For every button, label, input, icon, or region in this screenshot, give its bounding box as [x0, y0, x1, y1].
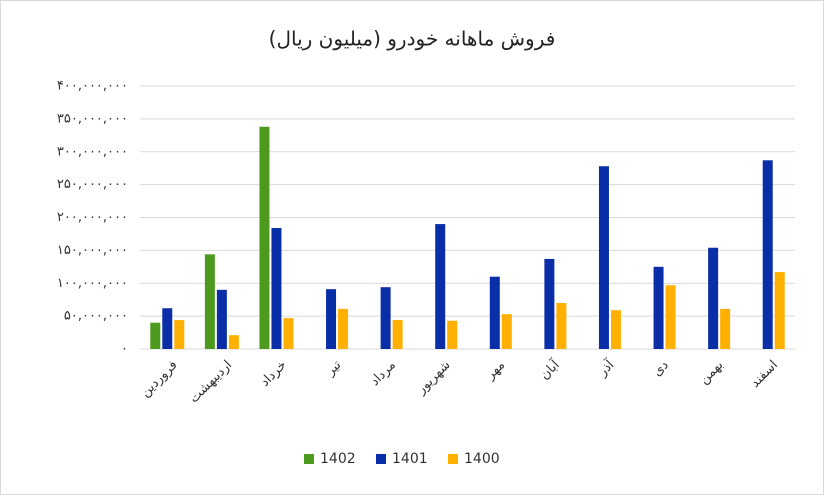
bar: [174, 320, 185, 349]
bar: [216, 289, 227, 349]
y-tick-label: ۲۵۰,۰۰۰,۰۰۰: [57, 177, 128, 192]
bar: [435, 224, 446, 349]
y-tick-label: ۵۰,۰۰۰,۰۰۰: [64, 309, 128, 324]
bar: [326, 289, 337, 349]
legend-label: 1402: [320, 451, 356, 467]
bar: [720, 308, 731, 349]
y-tick-label: ۱۵۰,۰۰۰,۰۰۰: [57, 243, 128, 258]
y-tick-label: ۴۰۰,۰۰۰,۰۰۰: [57, 79, 128, 94]
bar: [610, 310, 621, 349]
y-tick-label: ۳۵۰,۰۰۰,۰۰۰: [57, 111, 128, 126]
bar: [489, 276, 500, 349]
bar: [762, 160, 773, 349]
y-tick-label: ۲۰۰,۰۰۰,۰۰۰: [57, 210, 128, 225]
bar: [150, 322, 161, 349]
bar: [228, 335, 239, 349]
legend-label: 1401: [392, 451, 428, 467]
bar: [392, 320, 403, 349]
bar: [271, 228, 282, 349]
bar: [259, 126, 270, 349]
bar: [501, 314, 512, 349]
y-tick-label: ۳۰۰,۰۰۰,۰۰۰: [57, 144, 128, 159]
y-tick-label: ۰: [121, 342, 128, 357]
chart-title: فروش ماهانه خودرو (میلیون ریال): [269, 27, 556, 51]
bar: [380, 287, 391, 349]
legend-label: 1400: [464, 451, 500, 467]
bar: [447, 320, 458, 349]
legend-swatch: [448, 454, 458, 464]
bar: [653, 266, 664, 349]
bar: [665, 285, 676, 349]
bar: [774, 272, 785, 349]
bar: [204, 254, 215, 349]
bar: [283, 318, 294, 349]
bar: [708, 247, 719, 349]
legend-swatch: [376, 454, 386, 464]
bar: [598, 166, 609, 349]
bar: [556, 302, 567, 349]
bar: [544, 258, 555, 349]
legend-swatch: [304, 454, 314, 464]
bar: [338, 308, 349, 349]
y-tick-label: ۱۰۰,۰۰۰,۰۰۰: [57, 276, 128, 291]
bar: [162, 308, 173, 349]
